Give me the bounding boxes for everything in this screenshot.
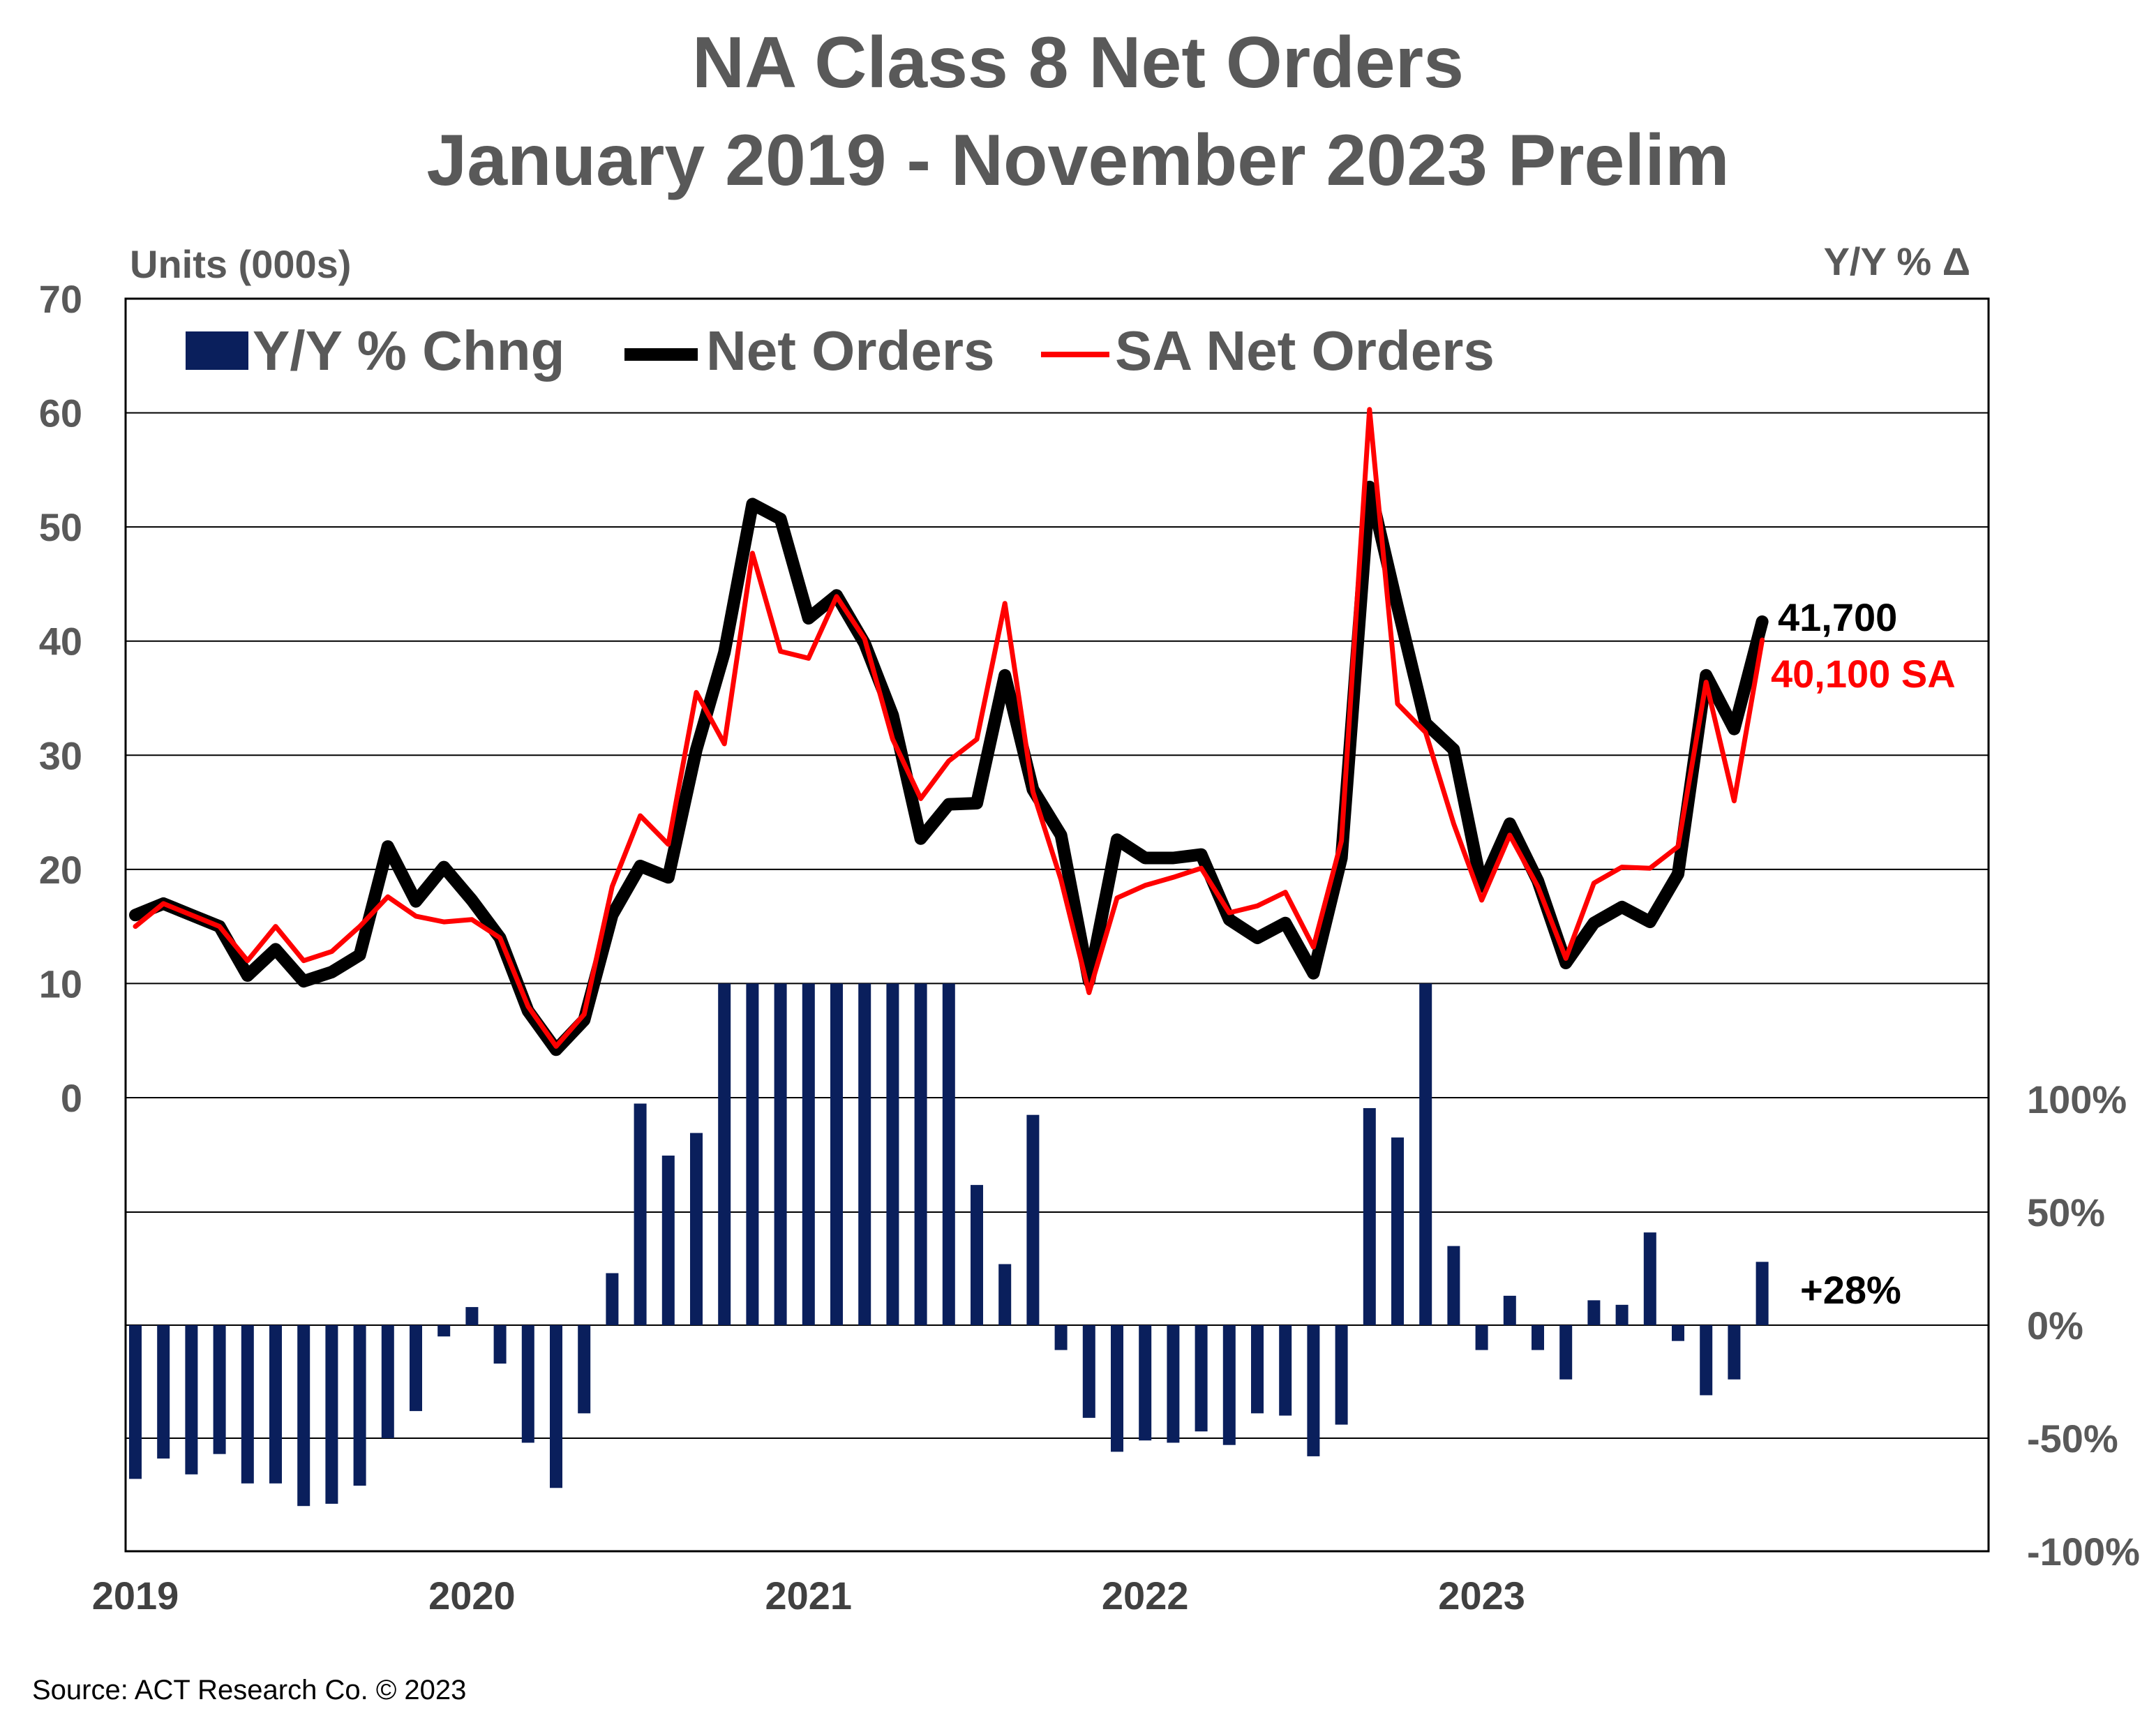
chart-title-line-2: January 2019 - November 2023 Prelim xyxy=(426,120,1729,201)
yoy-bar xyxy=(1419,983,1432,1325)
yoy-bar xyxy=(1700,1325,1713,1396)
yoy-bar xyxy=(746,983,759,1325)
plot-frame xyxy=(124,297,1990,1553)
yoy-bar xyxy=(1587,1300,1601,1325)
yoy-bar xyxy=(1503,1295,1516,1325)
order-lines xyxy=(129,407,1769,1056)
right-tick-label: 50% xyxy=(2027,1190,2105,1234)
yoy-bar xyxy=(1532,1325,1544,1350)
yoy-bar xyxy=(718,983,731,1325)
yoy-bar xyxy=(1082,1325,1095,1418)
yoy-bar xyxy=(1139,1325,1152,1441)
yoy-bar xyxy=(437,1325,451,1337)
yoy-bar xyxy=(465,1307,479,1325)
yoy-bar xyxy=(998,1264,1012,1325)
callout-sa-net-orders-value: 40,100 SA xyxy=(1771,652,1956,696)
left-axis-title: Units (000s) xyxy=(130,242,351,286)
callout-yoy-value: +28% xyxy=(1800,1268,1901,1312)
yoy-bar xyxy=(325,1325,338,1504)
left-tick-label: 0 xyxy=(61,1076,82,1120)
yoy-bar xyxy=(1756,1262,1769,1325)
yoy-bar xyxy=(1279,1325,1292,1416)
yoy-bar xyxy=(269,1325,282,1484)
yoy-bar xyxy=(606,1273,619,1325)
yoy-bar xyxy=(241,1325,254,1484)
right-tick-label: 0% xyxy=(2027,1304,2083,1347)
yoy-bar xyxy=(858,983,871,1325)
yoy-bar xyxy=(297,1325,310,1507)
yoy-bar xyxy=(1615,1304,1629,1325)
left-tick-label: 30 xyxy=(39,733,82,777)
yoy-bar xyxy=(914,983,927,1325)
legend-swatch-yoy xyxy=(186,331,248,370)
yoy-bar xyxy=(1195,1325,1208,1432)
yoy-bar xyxy=(886,983,899,1325)
yoy-bar xyxy=(493,1325,507,1364)
yoy-bar xyxy=(1054,1325,1068,1350)
left-tick-label: 70 xyxy=(39,277,82,321)
x-tick-label: 2021 xyxy=(765,1574,853,1618)
left-axis-ticks: 70 60 50 40 30 20 10 0 xyxy=(39,277,82,1120)
sa-net-orders-line xyxy=(133,407,1765,1049)
right-axis-title: Y/Y % Δ xyxy=(1824,239,1970,283)
yoy-bar xyxy=(1447,1246,1460,1325)
x-tick-label: 2023 xyxy=(1438,1574,1525,1618)
x-tick-label: 2022 xyxy=(1102,1574,1189,1618)
yoy-bar xyxy=(1643,1232,1656,1325)
legend-label-sa-net-orders: SA Net Orders xyxy=(1115,320,1495,382)
yoy-bar xyxy=(1167,1325,1180,1443)
yoy-bar xyxy=(1335,1325,1348,1425)
chart-title-line-1: NA Class 8 Net Orders xyxy=(692,22,1464,103)
yoy-bar xyxy=(521,1325,534,1443)
yoy-bar xyxy=(578,1325,591,1414)
yoy-bar xyxy=(410,1325,422,1412)
x-tick-label: 2019 xyxy=(92,1574,179,1618)
yoy-bar xyxy=(661,1156,675,1325)
legend-label-net-orders: Net Orders xyxy=(706,320,994,382)
yoy-bar xyxy=(1222,1325,1236,1445)
yoy-bar xyxy=(185,1325,198,1474)
net-orders-line xyxy=(129,480,1769,1056)
yoy-bar xyxy=(550,1325,562,1488)
yoy-bars xyxy=(129,983,1769,1507)
right-axis-ticks: 100% 50% 0% -50% -100% xyxy=(2027,1077,2140,1574)
yoy-bar xyxy=(381,1325,394,1438)
yoy-bar xyxy=(1672,1325,1684,1341)
yoy-bar xyxy=(774,983,787,1325)
yoy-bar xyxy=(1475,1325,1488,1350)
yoy-bar xyxy=(1728,1325,1741,1380)
source-note: Source: ACT Research Co. © 2023 xyxy=(32,1675,466,1705)
left-tick-label: 20 xyxy=(39,848,82,892)
left-tick-label: 50 xyxy=(39,505,82,549)
yoy-bar xyxy=(213,1325,226,1454)
legend-label-yoy: Y/Y % Chng xyxy=(253,320,564,382)
right-tick-label: -50% xyxy=(2027,1417,2118,1461)
right-tick-label: 100% xyxy=(2027,1077,2127,1121)
right-tick-label: -100% xyxy=(2027,1530,2140,1574)
left-tick-label: 40 xyxy=(39,620,82,664)
yoy-bar xyxy=(1363,1107,1376,1325)
legend: Y/Y % Chng Net Orders SA Net Orders xyxy=(186,320,1495,382)
left-tick-label: 60 xyxy=(39,391,82,435)
x-tick-label: 2020 xyxy=(428,1574,516,1618)
yoy-bar xyxy=(830,983,843,1325)
yoy-bar xyxy=(1559,1325,1573,1380)
yoy-bar xyxy=(1026,1114,1040,1325)
yoy-bar xyxy=(353,1325,366,1486)
callout-net-orders-value: 41,700 xyxy=(1778,595,1897,639)
yoy-bar xyxy=(634,1103,647,1325)
yoy-bar xyxy=(1391,1137,1404,1325)
x-axis-ticks: 2019 2020 2021 2022 2023 xyxy=(92,1574,1525,1618)
yoy-bar xyxy=(1111,1325,1123,1452)
yoy-bar xyxy=(971,1185,983,1325)
yoy-bar xyxy=(942,983,955,1325)
yoy-bar xyxy=(157,1325,170,1459)
yoy-bar xyxy=(129,1325,142,1479)
yoy-bar xyxy=(690,1133,703,1325)
yoy-bar xyxy=(1307,1325,1320,1456)
yoy-bar xyxy=(1251,1325,1264,1414)
left-tick-label: 10 xyxy=(39,962,82,1006)
yoy-bar xyxy=(802,983,815,1325)
